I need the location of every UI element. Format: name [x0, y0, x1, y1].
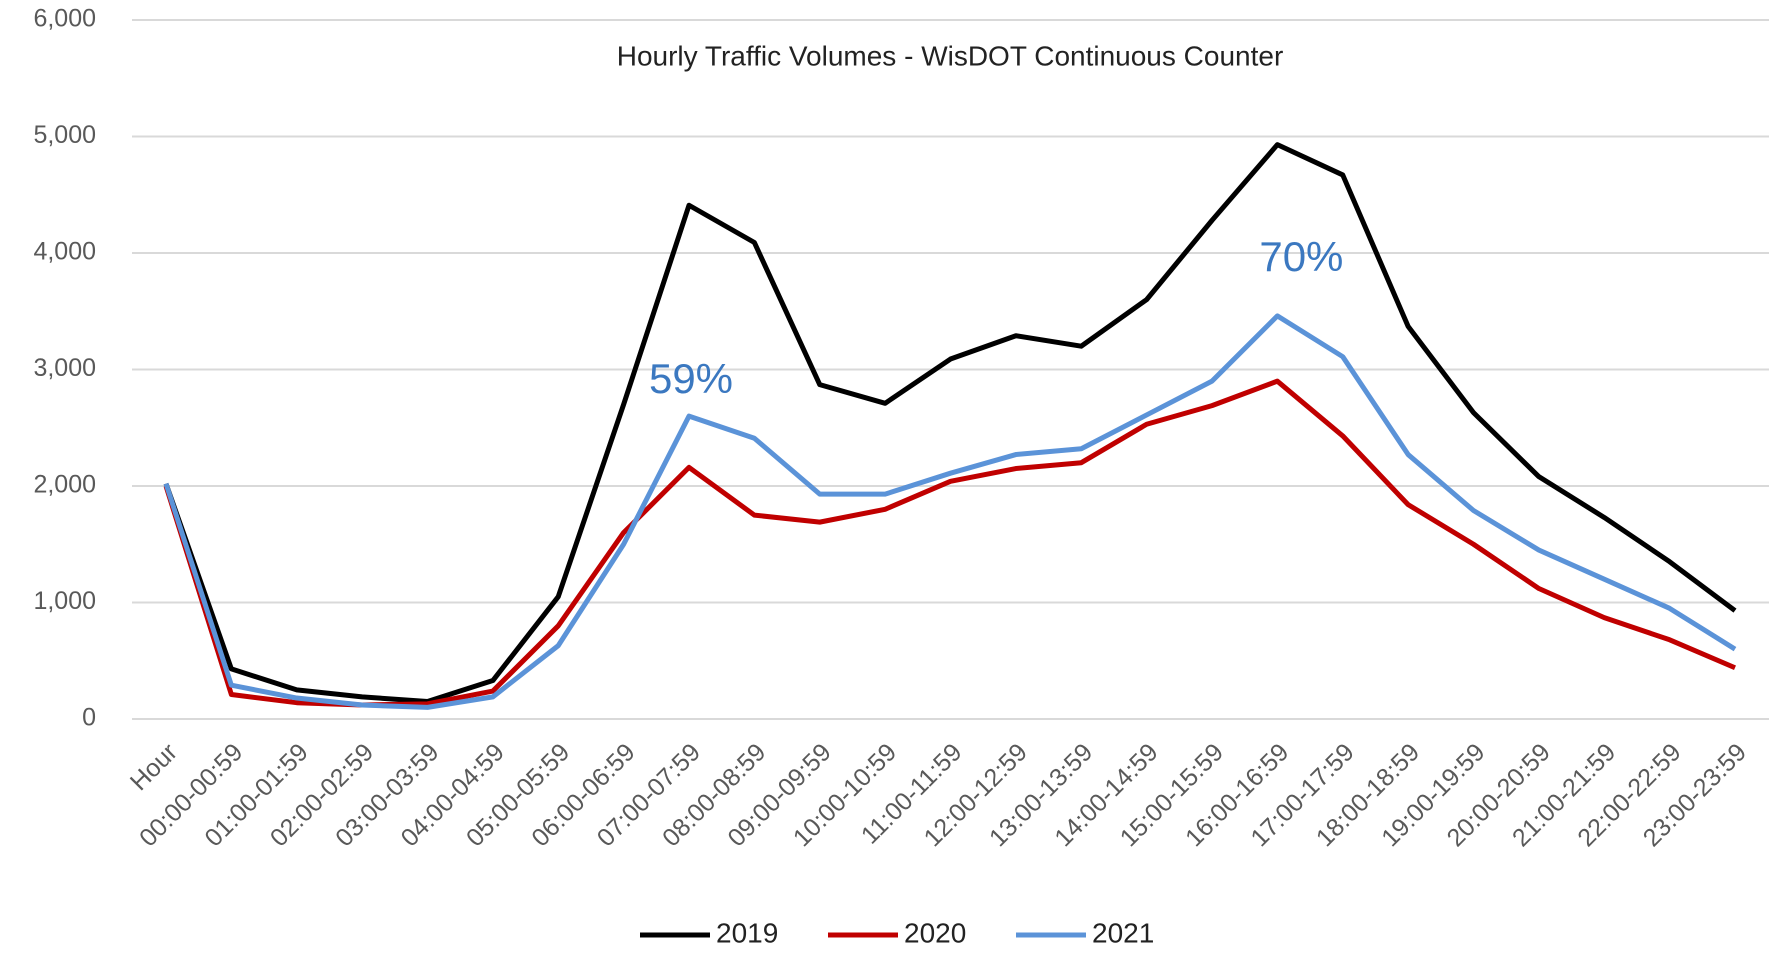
- series-line: [163, 378, 1736, 708]
- x-tick-label: Hour: [125, 738, 183, 796]
- legend-label: 2021: [1092, 917, 1154, 948]
- legend-label: 2019: [716, 917, 778, 948]
- y-tick-label: 1,000: [33, 587, 96, 615]
- legend-label: 2020: [904, 917, 966, 948]
- annotation: 59%: [649, 355, 733, 402]
- series-line: [163, 142, 1737, 705]
- annotation: 70%: [1259, 233, 1343, 280]
- y-tick-label: 6,000: [33, 5, 96, 33]
- y-tick-label: 3,000: [33, 354, 96, 382]
- y-tick-label: 0: [82, 704, 96, 732]
- series-line: [163, 313, 1737, 710]
- y-tick-label: 5,000: [33, 121, 96, 149]
- y-tick-label: 4,000: [33, 238, 96, 266]
- chart-title: Hourly Traffic Volumes - WisDOT Continuo…: [617, 40, 1284, 71]
- y-tick-label: 2,000: [33, 471, 96, 499]
